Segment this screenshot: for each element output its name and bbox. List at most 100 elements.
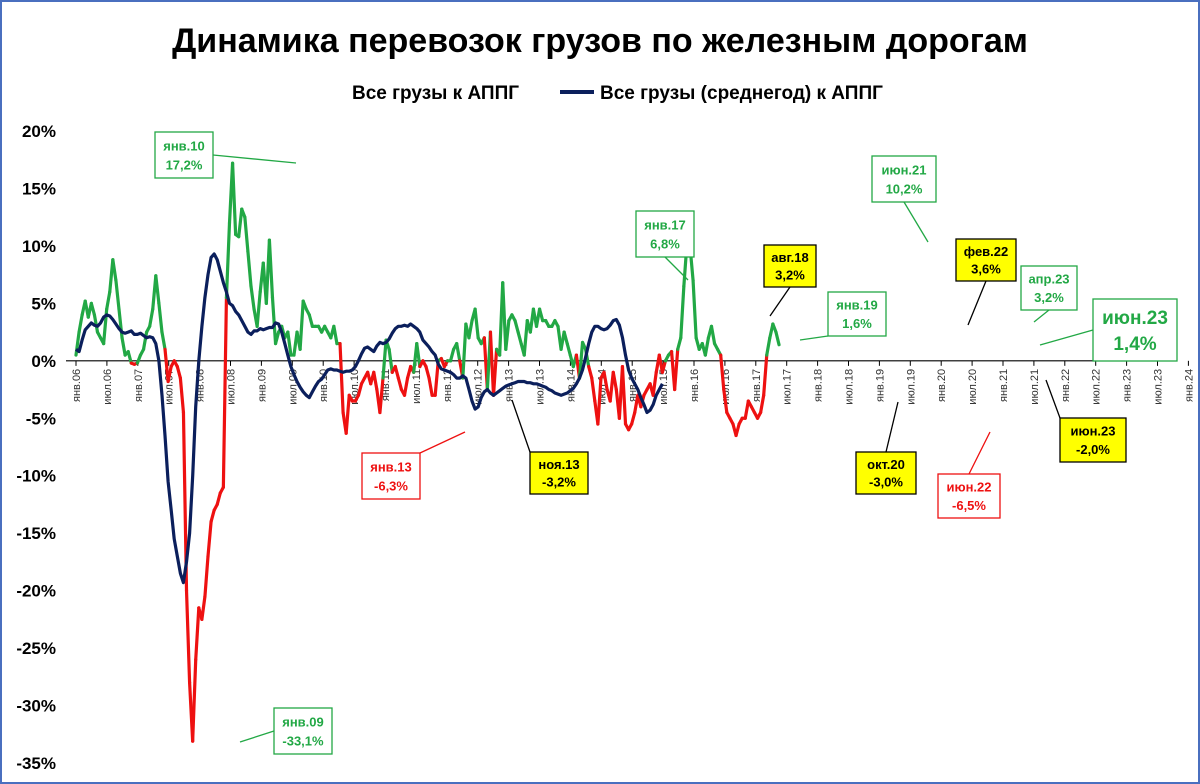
callout-13: июн.23 -2,0% xyxy=(1045,379,1127,463)
series-1-segment xyxy=(105,290,112,311)
callout-12: июн.23 1,4% xyxy=(1039,298,1178,362)
series-1-segment xyxy=(221,296,229,489)
legend-label-series-1: Все грузы к АППГ xyxy=(352,83,519,104)
x-tick-label: янв.09 xyxy=(256,369,268,402)
series-1-segment xyxy=(126,350,133,365)
x-tick-label: июл.18 xyxy=(844,369,856,405)
series-1-segment xyxy=(743,399,750,420)
callout-value: 10,2% xyxy=(886,182,923,197)
series-1-segment xyxy=(676,336,683,351)
series-1-segment xyxy=(709,324,717,346)
x-tick-label: июл.19 xyxy=(905,369,917,405)
chart-title: Динамика перевозок грузов по железным до… xyxy=(172,22,1028,60)
callout-leader xyxy=(799,335,829,341)
x-tick-label: июл.21 xyxy=(1029,369,1041,405)
y-tick-label: 20% xyxy=(22,122,56,141)
callout-value: 3,2% xyxy=(775,267,805,282)
x-tick-label: янв.07 xyxy=(133,369,145,402)
callout-value: 3,2% xyxy=(1034,290,1064,305)
callout-value: 1,4% xyxy=(1113,334,1156,355)
series-1-segment xyxy=(209,508,216,524)
x-tick-label: янв.24 xyxy=(1183,369,1195,402)
series-1-segment xyxy=(577,340,585,380)
plot-area xyxy=(74,161,781,743)
callout-leader xyxy=(419,431,466,454)
callout-date: июн.23 xyxy=(1070,424,1115,439)
series-1-segment xyxy=(673,347,680,392)
callout-date: фев.22 xyxy=(964,244,1009,259)
x-tick-label: июл.15 xyxy=(658,369,670,405)
callout-date: апр.23 xyxy=(1028,272,1069,287)
series-1-segment xyxy=(396,376,404,392)
callout-leader xyxy=(1045,379,1061,419)
series-2-line xyxy=(75,252,664,585)
series-1-segment xyxy=(206,520,213,558)
series-1-segment xyxy=(298,299,305,351)
series-1-segment xyxy=(154,274,161,305)
series-1-segment xyxy=(344,393,351,435)
series-1-segment xyxy=(611,370,618,392)
callout-leader xyxy=(511,399,531,453)
series-1-segment xyxy=(433,359,440,397)
y-tick-label: 15% xyxy=(22,179,56,198)
series-1-segment xyxy=(415,341,422,369)
x-tick-label: янв.16 xyxy=(689,369,701,402)
series-1-segment xyxy=(762,353,769,397)
series-1-segment xyxy=(246,250,253,288)
series-1-segment xyxy=(286,330,293,357)
series-1-segment xyxy=(455,341,462,363)
callout-date: янв.09 xyxy=(282,714,324,729)
series-1-segment xyxy=(734,422,741,438)
series-1-segment xyxy=(307,313,314,328)
callout-box xyxy=(1020,265,1078,311)
series-1-segment xyxy=(267,238,275,300)
series-1-segment xyxy=(203,554,210,598)
legend: Все грузы к АППГ Все грузы (среднегод) к… xyxy=(312,83,883,104)
y-tick-label: -30% xyxy=(16,697,56,716)
callout-value: -3,0% xyxy=(869,474,903,489)
series-1-segment xyxy=(157,301,164,334)
x-tick-label: янв.17 xyxy=(751,369,763,402)
callout-box xyxy=(827,291,887,337)
x-tick-label: июл.22 xyxy=(1091,369,1103,405)
callout-value: 17,2% xyxy=(166,158,203,173)
series-1-segment xyxy=(427,376,434,397)
callout-0: янв.10 17,2% xyxy=(154,131,297,179)
callout-date: янв.19 xyxy=(836,298,878,313)
y-tick-label: -5% xyxy=(26,409,56,428)
callout-date: ноя.13 xyxy=(538,457,579,472)
series-1-segment xyxy=(160,330,167,351)
series-1-segment xyxy=(513,319,520,334)
callout-date: июн.22 xyxy=(946,480,991,495)
callout-box xyxy=(529,451,589,495)
callout-value: -6,5% xyxy=(952,498,986,513)
callout-value: -3,2% xyxy=(542,474,576,489)
x-tick-label: янв.06 xyxy=(71,369,83,402)
callout-leader xyxy=(967,280,987,326)
y-tick-label: -35% xyxy=(16,754,56,773)
series-1-segment xyxy=(191,657,198,743)
x-tick-label: янв.19 xyxy=(874,369,886,402)
callout-box xyxy=(955,238,1017,282)
x-tick-label: июл.08 xyxy=(226,369,238,405)
series-1-segment xyxy=(215,491,222,507)
series-1-segment xyxy=(602,370,609,392)
series-1-segment xyxy=(522,319,529,357)
callout-4: янв.17 6,8% xyxy=(635,210,695,281)
series-1-segment xyxy=(89,301,97,317)
callout-date: июн.23 xyxy=(1102,308,1168,329)
series-1-segment xyxy=(200,594,207,621)
series-1-segment xyxy=(504,319,511,351)
callout-leader xyxy=(664,256,689,281)
series-1-segment xyxy=(774,330,781,347)
callout-date: июн.21 xyxy=(881,162,926,177)
callout-box xyxy=(1059,417,1127,463)
callout-10: июн.22 -6,5% xyxy=(937,431,1001,519)
callout-value: -2,0% xyxy=(1076,442,1110,457)
x-tick-label: янв.23 xyxy=(1122,369,1134,402)
series-1-segment xyxy=(703,336,711,357)
x-tick-label: июл.11 xyxy=(411,369,423,404)
y-tick-label: 0% xyxy=(31,352,56,371)
x-tick-label: июл.17 xyxy=(782,369,794,405)
